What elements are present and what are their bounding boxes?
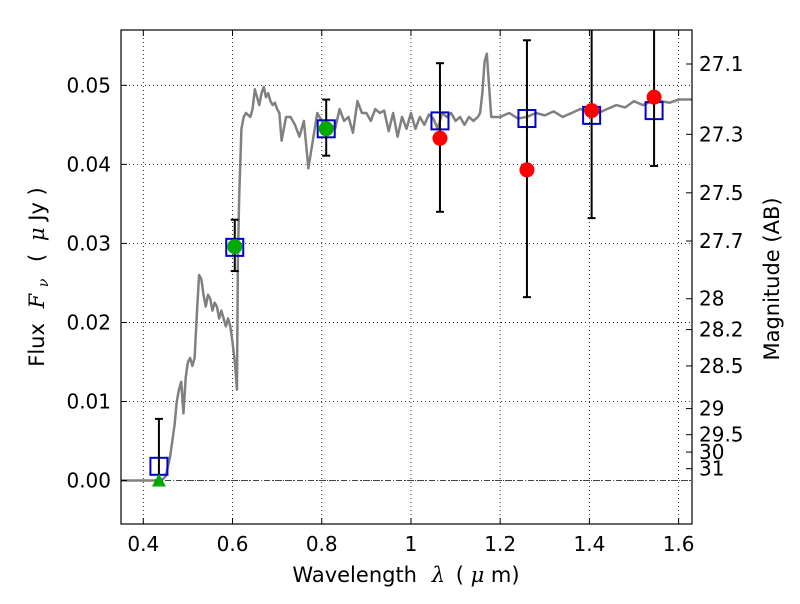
y-axis-label-sub: ν [36,278,52,287]
y-axis-label-unit-mu: μ [25,227,49,241]
observed-flux-point [432,130,448,146]
y-axis-label-symbol: F [25,292,49,309]
x-tick-label: 0.6 [217,532,249,556]
x-axis-label-unit-open: ( [456,563,464,587]
y-tick-label: 0.03 [66,231,111,255]
data-layer [121,30,692,487]
x-tick-label: 1.4 [573,532,605,556]
y-axis-label-unit-open: ( [25,254,49,262]
mag-tick-label: 29 [699,397,724,421]
y-tick-label: 0.00 [66,469,111,493]
tick-layer: 0.4 0.6 0.8 1 1.2 1.4 1.6 0.00 0.01 0.02 0.03 0.04 0… [66,30,744,556]
mag-tick-label: 27.5 [699,181,744,205]
x-tick-label: 1.6 [663,532,695,556]
mag-tick-label: 29.5 [699,423,744,447]
x-axis-label-symbol: λ [431,563,445,587]
x-tick-label: 0.8 [306,532,338,556]
mag-tick-label: 27.7 [699,229,744,253]
mag-tick-label: 28.2 [699,318,744,342]
x-tick-label: 0.4 [127,532,159,556]
y-tick-label: 0.04 [66,152,111,176]
mag-tick-label: 31 [699,457,724,481]
x-axis-label-unit-mu: μ [471,563,485,587]
y-tick-label: 0.05 [66,73,111,97]
x-axis-label-prefix: Wavelength [292,563,417,587]
y-axis-label: Flux F ν ( μ Jy ) [25,187,53,367]
plot-frame [120,29,693,525]
observed-flux-point [519,162,535,178]
x-tick-label: 1 [405,532,418,556]
x-axis-label: Wavelength λ ( μ m) [292,563,519,587]
x-axis-label-unit-rest: m) [491,563,520,587]
upper-limit-triangle [151,473,166,487]
observed-flux-point [584,103,600,119]
mag-tick-label: 28.5 [699,354,744,378]
observed-flux-point [227,239,243,255]
x-tick-label: 1.2 [484,532,516,556]
y-tick-label: 0.02 [66,310,111,334]
mag-tick-label: 28 [699,287,724,311]
y-tick-label: 0.01 [66,389,111,413]
observed-flux-point [646,89,662,105]
mag-tick-label: 27.1 [699,52,744,76]
y-axis-label-unit-rest: Jy ) [25,187,49,223]
mag-tick-label: 27.3 [699,122,744,146]
grid-layer [121,30,692,524]
model-spectrum-line [121,52,692,482]
y2-axis-label: Magnitude (AB) [760,197,784,360]
observed-flux-point [318,121,334,137]
mag-tick-label: 30 [699,440,724,464]
y-axis-label-prefix: Flux [25,323,49,367]
